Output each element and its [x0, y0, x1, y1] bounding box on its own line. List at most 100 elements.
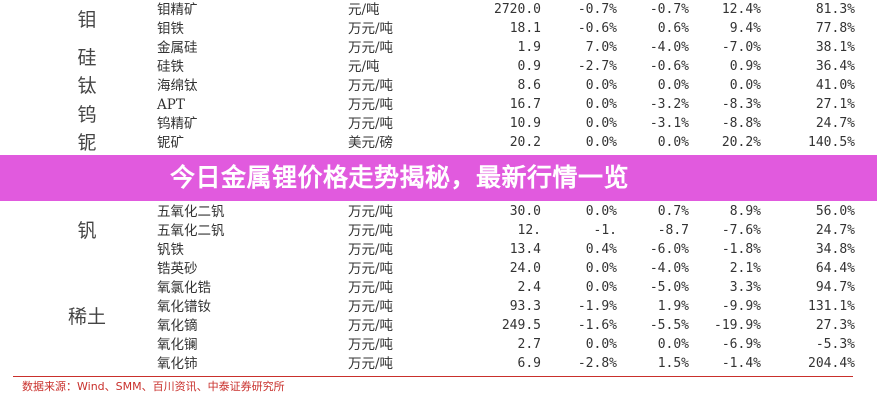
change-4-cell: 64.4% — [815, 261, 855, 276]
unit-cell: 万元/吨 — [348, 116, 394, 132]
category-label: 铌 — [77, 132, 97, 154]
change-4-cell: 41.0% — [815, 78, 855, 93]
change-2-cell: -6.0% — [649, 242, 689, 257]
change-3-cell: -8.8% — [721, 116, 761, 131]
price-cell: 93.3 — [509, 299, 541, 314]
change-4-cell: 36.4% — [815, 59, 855, 74]
change-2-cell: -4.0% — [649, 40, 689, 55]
title-banner — [0, 155, 877, 201]
change-1-cell: 0.0% — [585, 280, 617, 295]
change-3-cell: -7.0% — [721, 40, 761, 55]
price-cell: 20.2 — [509, 135, 541, 150]
change-1-cell: -2.8% — [577, 356, 617, 371]
change-2-cell: -3.2% — [649, 97, 689, 112]
table-row: APT 万元/吨 16.7 0.0% -3.2% -8.3% 27.1% — [0, 96, 877, 114]
category-label: 硅 — [77, 46, 97, 69]
price-cell: 6.9 — [517, 356, 541, 371]
product-name-cell: 氧化镝 — [157, 318, 198, 334]
change-4-cell: 56.0% — [815, 204, 855, 219]
change-4-cell: 38.1% — [815, 40, 855, 55]
change-2-cell: 0.0% — [657, 337, 689, 352]
change-3-cell: -9.9% — [721, 299, 761, 314]
unit-cell: 万元/吨 — [348, 318, 394, 334]
table-row: 氧化镧 万元/吨 2.7 0.0% 0.0% -6.9% -5.3% — [0, 336, 877, 354]
price-cell: 1.9 — [517, 40, 541, 55]
change-1-cell: 0.0% — [585, 261, 617, 276]
price-cell: 8.6 — [517, 78, 541, 93]
change-1-cell: 0.0% — [585, 204, 617, 219]
unit-cell: 元/吨 — [348, 59, 380, 75]
product-name-cell: 钒铁 — [157, 242, 184, 258]
change-1-cell: -0.6% — [577, 21, 617, 36]
category-label: 钛 — [77, 75, 97, 97]
change-3-cell: 0.9% — [729, 59, 761, 74]
change-1-cell: 0.0% — [585, 78, 617, 93]
table-row: 氧化镨钕 万元/吨 93.3 -1.9% 1.9% -9.9% 131.1% — [0, 298, 877, 316]
category-label: 钒 — [77, 220, 97, 242]
price-cell: 30.0 — [509, 204, 541, 219]
table-row: 铌矿 美元/磅 20.2 0.0% 0.0% 20.2% 140.5% — [0, 134, 877, 152]
change-2-cell: -8.7 — [657, 223, 689, 238]
price-cell: 2720.0 — [494, 2, 541, 17]
product-name-cell: APT — [157, 97, 185, 113]
product-name-cell: 钼精矿 — [157, 2, 198, 18]
table-row: 海绵钛 万元/吨 8.6 0.0% 0.0% 0.0% 41.0% — [0, 77, 877, 95]
change-4-cell: 34.8% — [815, 242, 855, 257]
change-4-cell: 27.3% — [815, 318, 855, 333]
unit-cell: 万元/吨 — [348, 356, 394, 372]
change-1-cell: 0.0% — [585, 337, 617, 352]
table-row: 氧氯化锆 万元/吨 2.4 0.0% -5.0% 3.3% 94.7% — [0, 279, 877, 297]
unit-cell: 万元/吨 — [348, 223, 394, 239]
unit-cell: 万元/吨 — [348, 21, 394, 37]
change-2-cell: 0.0% — [657, 135, 689, 150]
product-name-cell: 金属硅 — [157, 40, 198, 56]
change-4-cell: 131.1% — [808, 299, 855, 314]
change-2-cell: -3.1% — [649, 116, 689, 131]
change-4-cell: 140.5% — [808, 135, 855, 150]
unit-cell: 万元/吨 — [348, 337, 394, 353]
unit-cell: 美元/磅 — [348, 135, 394, 151]
change-4-cell: -5.3% — [815, 337, 855, 352]
unit-cell: 万元/吨 — [348, 40, 394, 56]
category-label: 钨 — [77, 103, 97, 126]
price-cell: 0.9 — [517, 59, 541, 74]
product-name-cell: 锆英砂 — [157, 261, 198, 277]
change-2-cell: 1.5% — [657, 356, 689, 371]
price-cell: 24.0 — [509, 261, 541, 276]
change-4-cell: 94.7% — [815, 280, 855, 295]
product-name-cell: 钼铁 — [157, 21, 184, 37]
table-row: 钼精矿 元/吨 2720.0 -0.7% -0.7% 12.4% 81.3% — [0, 1, 877, 19]
change-3-cell: 20.2% — [721, 135, 761, 150]
change-2-cell: -5.0% — [649, 280, 689, 295]
category-label: 钼 — [77, 8, 97, 31]
product-name-cell: 五氧化二钒 — [157, 204, 225, 220]
change-4-cell: 27.1% — [815, 97, 855, 112]
price-cell: 13.4 — [509, 242, 541, 257]
table-row: 氧化镝 万元/吨 249.5 -1.6% -5.5% -19.9% 27.3% — [0, 317, 877, 335]
change-3-cell: 3.3% — [729, 280, 761, 295]
unit-cell: 万元/吨 — [348, 204, 394, 220]
change-2-cell: 0.6% — [657, 21, 689, 36]
change-3-cell: 9.4% — [729, 21, 761, 36]
product-name-cell: 五氧化二钒 — [157, 223, 225, 239]
change-1-cell: 0.0% — [585, 116, 617, 131]
unit-cell: 万元/吨 — [348, 299, 394, 315]
product-name-cell: 氧化镧 — [157, 337, 198, 353]
product-name-cell: 氧化铈 — [157, 356, 198, 372]
change-3-cell: -1.8% — [721, 242, 761, 257]
change-1-cell: -1.6% — [577, 318, 617, 333]
product-name-cell: 钨精矿 — [157, 116, 198, 132]
change-4-cell: 24.7% — [815, 116, 855, 131]
change-1-cell: 0.4% — [585, 242, 617, 257]
table-row: 硅铁 元/吨 0.9 -2.7% -0.6% 0.9% 36.4% — [0, 58, 877, 76]
price-cell: 249.5 — [501, 318, 541, 333]
change-3-cell: -19.9% — [714, 318, 761, 333]
change-3-cell: -7.6% — [721, 223, 761, 238]
change-3-cell: 2.1% — [729, 261, 761, 276]
change-3-cell: 8.9% — [729, 204, 761, 219]
change-1-cell: -0.7% — [577, 2, 617, 17]
unit-cell: 万元/吨 — [348, 97, 394, 113]
table-row: 氧化铈 万元/吨 6.9 -2.8% 1.5% -1.4% 204.4% — [0, 355, 877, 373]
change-3-cell: 12.4% — [721, 2, 761, 17]
table-row: 五氧化二钒 万元/吨 30.0 0.0% 0.7% 8.9% 56.0% — [0, 203, 877, 221]
